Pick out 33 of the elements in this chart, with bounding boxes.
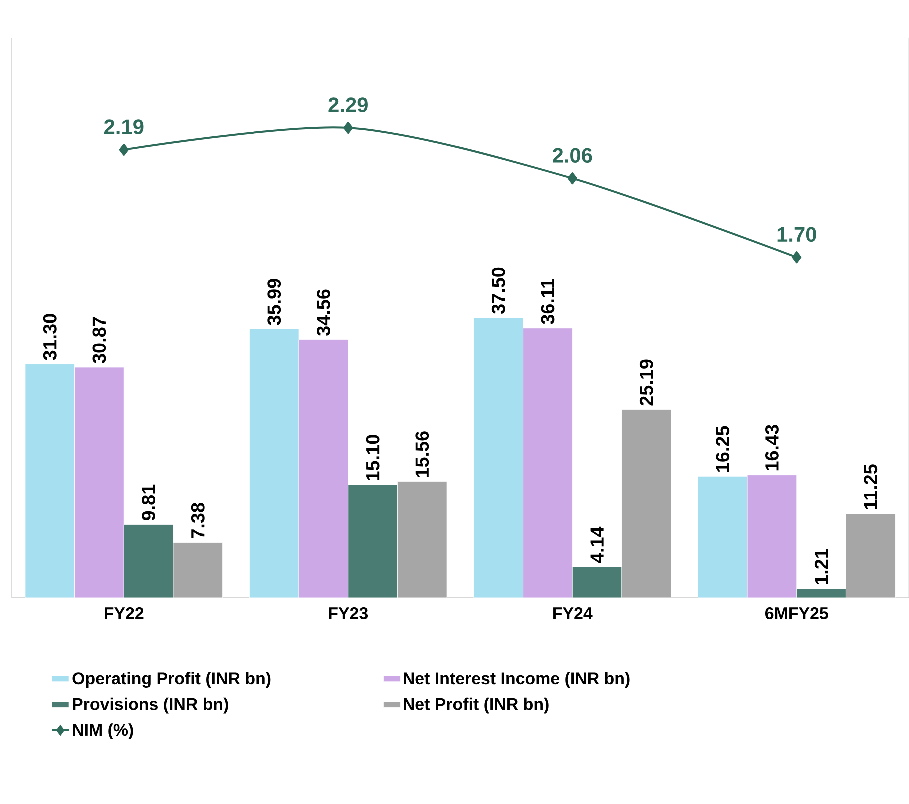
legend-label: Net Profit (INR bn) [404,698,549,714]
point [119,144,129,156]
point [792,252,802,264]
data-label: 2.06 [552,148,592,164]
legend-label: Operating Profit (INR bn) [72,672,271,688]
data-label: 36.11 [541,279,555,324]
x-tick-label: FY22 [105,608,144,620]
data-label: 2.29 [328,98,368,112]
data-label: 37.50 [492,268,506,314]
point [568,172,578,185]
data-label: 7.38 [191,503,205,539]
data-label: 35.99 [268,279,282,326]
x-tick-label: FY24 [554,608,593,620]
legend-label: Net Interest Income (INR bn) [404,672,630,688]
data-label: 2.19 [104,120,144,134]
data-label: 9.81 [142,484,156,521]
point [344,122,354,134]
data-label: 4.14 [590,526,604,564]
data-label: 1.21 [814,549,828,584]
data-label: 16.43 [766,425,779,471]
data-label: 31.30 [43,314,57,360]
data-label: 16.25 [716,426,730,472]
data-label: 11.25 [864,464,878,510]
data-label: 15.56 [416,432,430,478]
legend-label: NIM (%) [73,724,134,740]
x-tick-label: 6MFY25 [766,608,828,620]
data-label: 15.10 [366,435,380,481]
data-label: 30.87 [92,317,106,364]
data-label: 1.70 [778,227,816,242]
data-label: 34.56 [317,290,330,336]
legend-label: Provisions (INR bn) [73,698,228,714]
x-tick-label: FY23 [329,608,368,620]
data-label: 25.19 [640,360,654,406]
